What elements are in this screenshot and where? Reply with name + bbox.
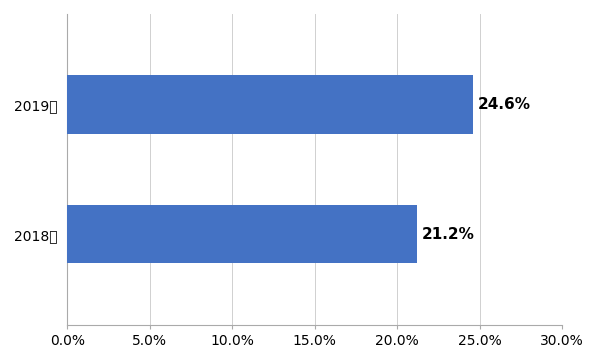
Text: 24.6%: 24.6% <box>478 97 531 112</box>
Bar <box>67 76 473 134</box>
Bar <box>67 205 417 264</box>
Text: 21.2%: 21.2% <box>422 227 475 242</box>
